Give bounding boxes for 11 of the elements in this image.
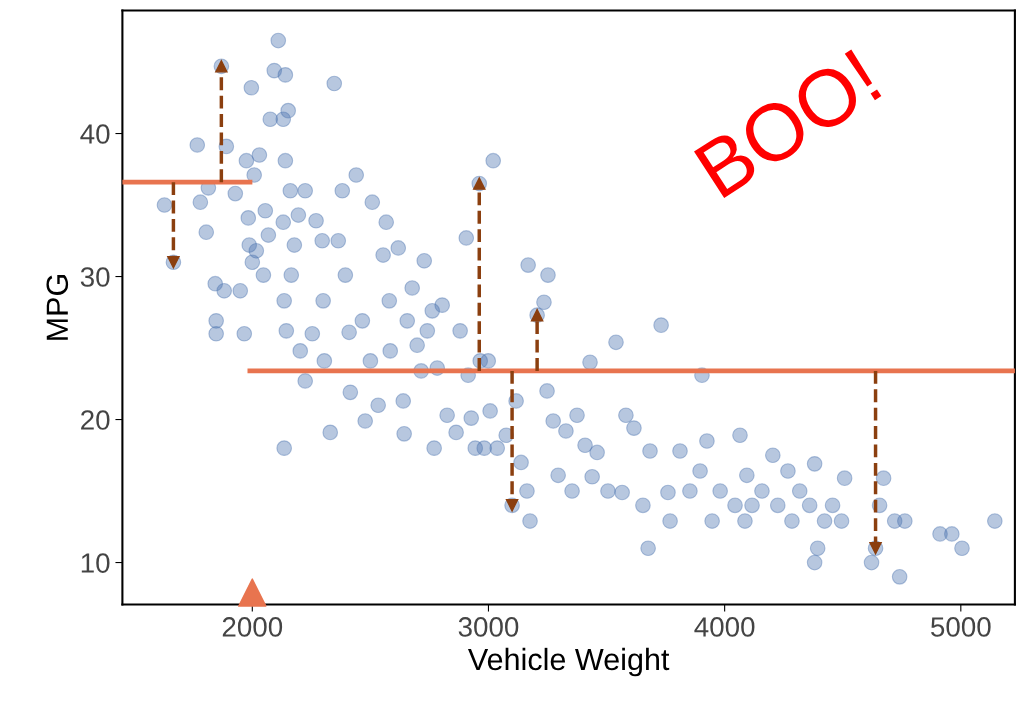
x-tick-label: 3000 [458, 617, 519, 637]
y-tick-label: 30 [80, 267, 110, 287]
y-tick-label: 10 [81, 553, 110, 573]
point [238, 578, 267, 607]
y-tick-label: 20 [81, 410, 110, 430]
x-tick-label: 5000 [931, 617, 991, 637]
x-axis-title: Vehicle Weight [467, 647, 670, 677]
y-axis-title: MPG [46, 275, 69, 340]
y-tick-label: 40 [80, 124, 110, 144]
x-tick-label: 4000 [694, 617, 755, 637]
x-tick-label: 2000 [222, 617, 283, 637]
